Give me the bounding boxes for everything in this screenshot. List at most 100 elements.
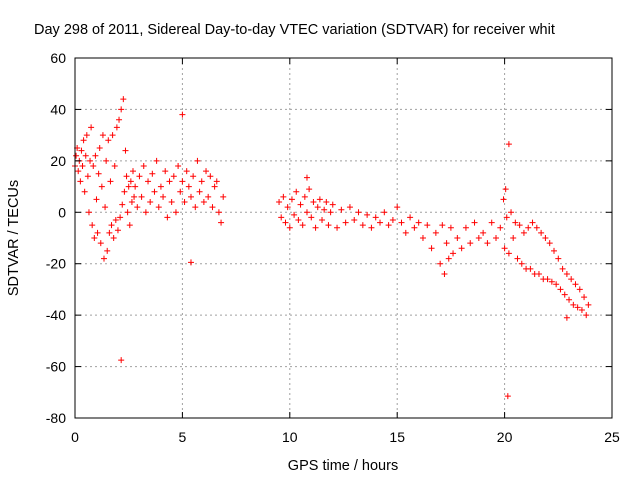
data-point (321, 206, 328, 213)
data-point (209, 204, 216, 211)
data-point (581, 294, 588, 301)
data-point (108, 222, 115, 229)
y-tick-label: 40 (50, 101, 66, 117)
data-point (475, 235, 482, 241)
data-point (355, 209, 362, 216)
y-tick-label: 60 (50, 50, 66, 66)
data-point (437, 260, 444, 267)
chart-title: Day 298 of 2011, Sidereal Day-to-day VTE… (34, 22, 555, 38)
data-point (278, 214, 285, 221)
data-point (544, 276, 551, 283)
data-point (576, 286, 583, 293)
data-point (346, 204, 353, 211)
data-point (81, 188, 88, 195)
data-point (75, 168, 82, 175)
data-point (111, 163, 118, 169)
data-point (192, 204, 199, 211)
data-point (207, 173, 214, 180)
data-point (398, 219, 405, 226)
data-point (407, 214, 414, 221)
data-point (578, 307, 585, 313)
data-point (502, 186, 509, 193)
data-point (293, 188, 300, 195)
data-point (574, 304, 581, 311)
data-point (179, 178, 186, 185)
grid (75, 58, 612, 418)
data-point (126, 222, 133, 229)
data-point (284, 204, 291, 211)
data-points (72, 96, 592, 400)
data-point (323, 199, 330, 205)
data-point (185, 183, 192, 190)
data-point (303, 174, 310, 181)
data-point (170, 173, 177, 180)
data-point (551, 247, 558, 254)
data-point (501, 245, 508, 252)
data-point (187, 193, 194, 200)
data-point (561, 291, 568, 298)
data-point (282, 219, 289, 226)
data-point (445, 255, 452, 262)
axis-ticks: -80 -60 -40 -20 0 20 40 60 0 5 10 15 20 25 (46, 50, 620, 445)
data-point (116, 116, 123, 123)
data-point (368, 224, 375, 231)
data-point (213, 178, 220, 185)
data-point (402, 229, 409, 236)
data-point (372, 214, 379, 221)
data-point (98, 183, 105, 190)
data-point (508, 209, 515, 216)
data-point (563, 314, 570, 321)
data-point (555, 255, 562, 262)
data-point (104, 247, 111, 254)
data-point (553, 281, 560, 288)
data-point (179, 111, 186, 118)
data-point (538, 229, 545, 236)
data-point (364, 211, 371, 218)
y-tick-label: 0 (58, 204, 66, 220)
data-point (510, 235, 517, 241)
data-point (389, 217, 396, 223)
data-point (215, 209, 222, 216)
x-tick-label: 15 (389, 429, 405, 445)
data-point (529, 219, 536, 226)
y-axis-label: SDTVAR / TECUs (6, 180, 22, 296)
data-point (190, 173, 197, 180)
data-point (385, 222, 392, 229)
y-tick-label: -40 (46, 307, 66, 323)
x-tick-label: 0 (71, 429, 79, 445)
data-point (119, 201, 126, 208)
data-point (93, 196, 100, 203)
data-point (500, 196, 507, 203)
data-point (113, 124, 120, 131)
data-point (557, 286, 564, 293)
data-point (110, 235, 117, 241)
data-point (503, 214, 510, 221)
data-point (181, 199, 188, 205)
data-point (92, 152, 99, 159)
data-point (109, 132, 116, 139)
data-point (484, 240, 491, 247)
data-point (89, 222, 96, 229)
data-point (342, 219, 349, 226)
data-point (205, 193, 212, 200)
y-tick-label: 20 (50, 153, 66, 169)
data-point (432, 229, 439, 236)
data-point (120, 96, 127, 103)
data-point (145, 178, 152, 185)
data-point (84, 173, 91, 180)
data-point (151, 188, 158, 195)
data-point (566, 296, 573, 303)
data-point (99, 132, 106, 139)
x-tick-label: 25 (604, 429, 620, 445)
data-point (542, 235, 549, 241)
data-point (88, 124, 95, 131)
data-point (77, 178, 84, 185)
data-point (100, 255, 107, 262)
data-point (394, 204, 401, 211)
data-point (441, 271, 448, 277)
data-point (338, 206, 345, 213)
data-point (80, 137, 87, 144)
x-tick-label: 20 (497, 429, 513, 445)
data-point (79, 163, 86, 169)
data-point (570, 301, 577, 308)
